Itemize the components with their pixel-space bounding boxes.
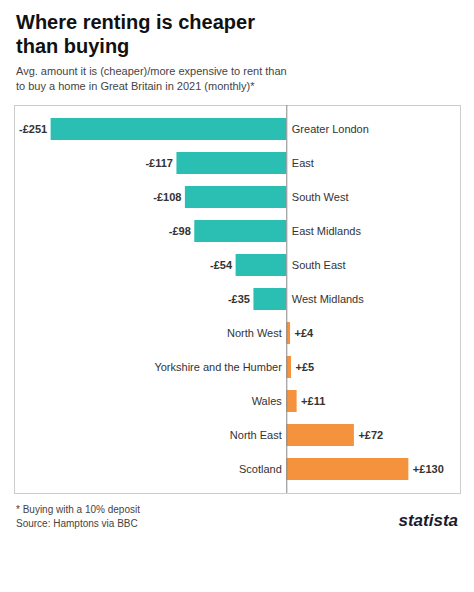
svg-text:-£108: -£108: [153, 191, 181, 203]
svg-text:South East: South East: [292, 259, 346, 271]
svg-text:West Midlands: West Midlands: [292, 293, 364, 305]
svg-text:East: East: [292, 157, 314, 169]
svg-text:Greater London: Greater London: [292, 123, 369, 135]
html-text:* Buying with a 10% deposit So: * Buying with a 10% deposit Source: Hamp…: [16, 503, 140, 529]
svg-text:-£117: -£117: [145, 157, 173, 169]
svg-text:+£4: +£4: [295, 327, 315, 339]
html-text:Avg. amount it is (cheaper)/mo: Avg. amount it is (cheaper)/more expensi…: [16, 65, 287, 93]
svg-text:-£98: -£98: [169, 225, 191, 237]
svg-text:-£54: -£54: [210, 259, 233, 271]
svg-text:Wales: Wales: [252, 395, 283, 407]
svg-text:+£130: +£130: [413, 463, 444, 475]
svg-text:-£35: -£35: [228, 293, 250, 305]
svg-text:North West: North West: [227, 327, 282, 339]
svg-text:South West: South West: [292, 191, 349, 203]
svg-text:North East: North East: [230, 429, 282, 441]
svg-text:+£5: +£5: [295, 361, 314, 373]
svg-text:+£11: +£11: [301, 395, 325, 407]
svg-text:-£251: -£251: [19, 123, 47, 135]
svg-text:East Midlands: East Midlands: [292, 225, 362, 237]
svg-text:Yorkshire and the Humber: Yorkshire and the Humber: [154, 361, 282, 373]
svg-text:Scotland: Scotland: [239, 463, 282, 475]
svg-text:+£72: +£72: [358, 429, 383, 441]
html-text:statista: statista: [398, 510, 458, 530]
html-text:Where renting is cheaper than: Where renting is cheaper than buying: [16, 11, 255, 57]
